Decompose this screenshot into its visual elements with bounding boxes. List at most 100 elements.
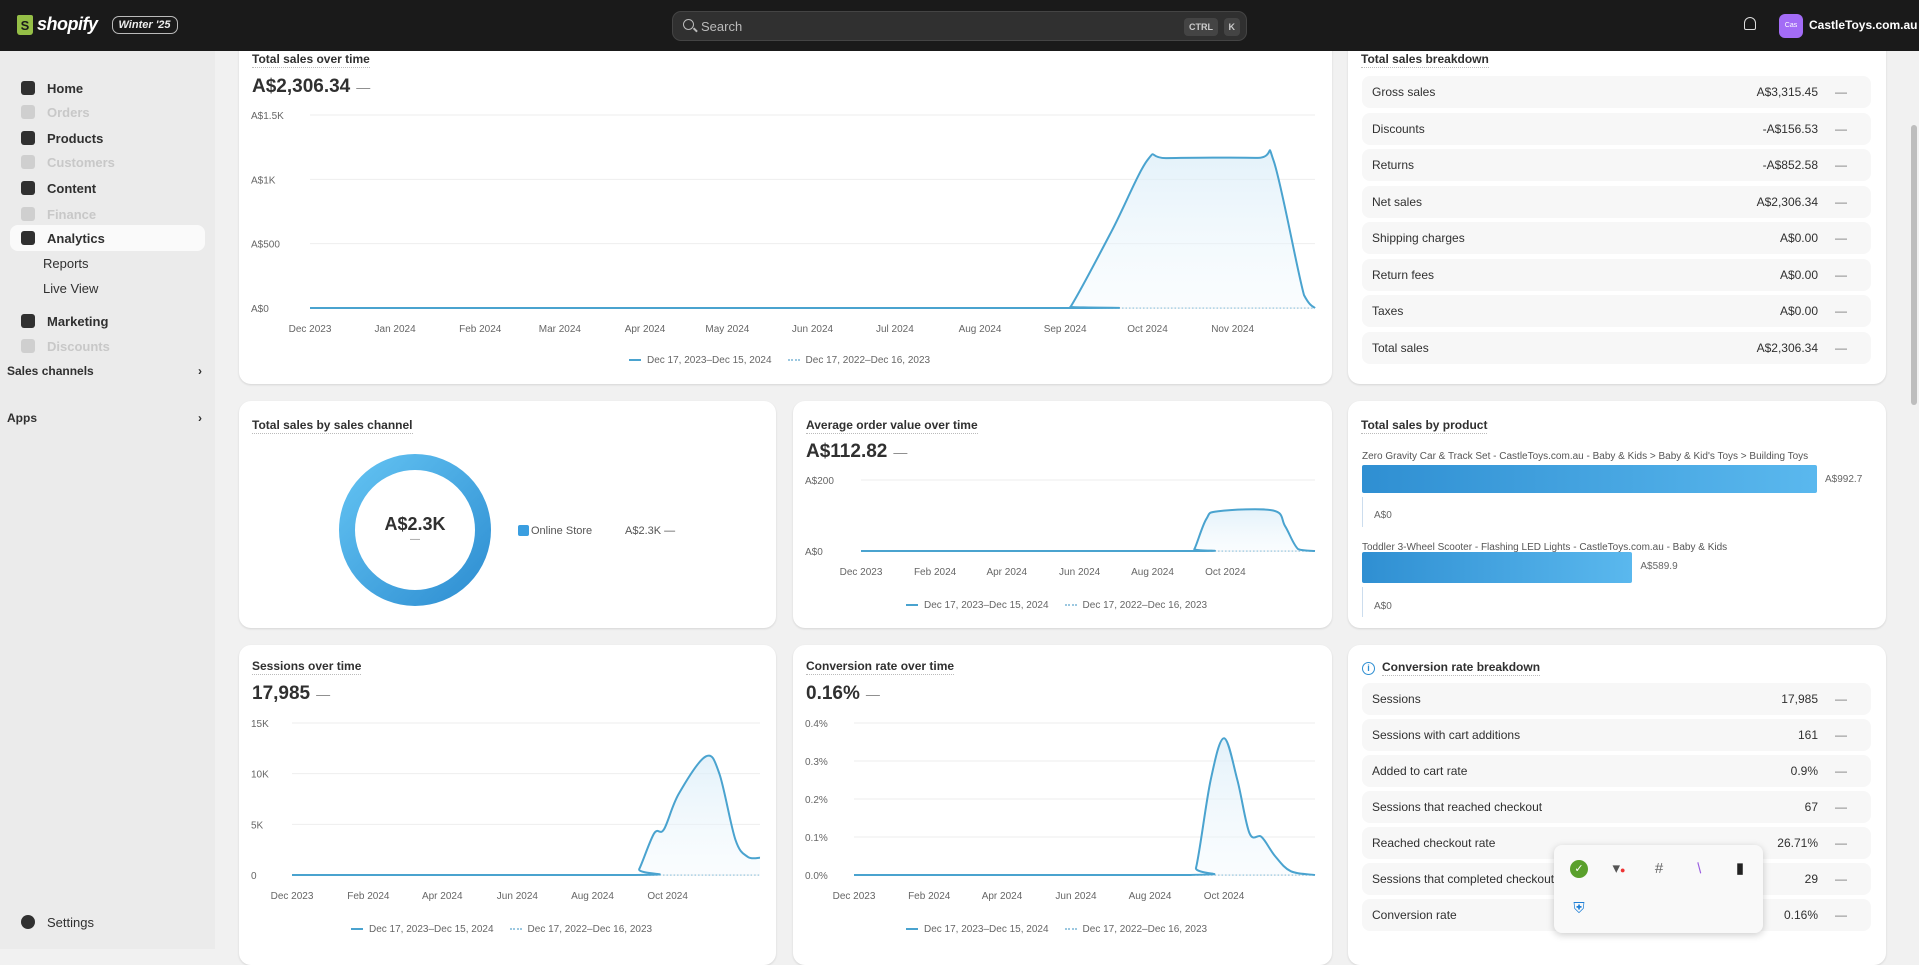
- product-bar[interactable]: [1362, 552, 1633, 583]
- x-tick-label: Dec 2023: [833, 891, 876, 902]
- series-line-current[interactable]: [310, 149, 1316, 310]
- row-label: Sessions with cart additions: [1372, 728, 1521, 742]
- store-name[interactable]: CastleToys.com.au: [1809, 18, 1918, 32]
- sidebar-item-label: Analytics: [47, 230, 105, 246]
- sidebar-item-products[interactable]: Products: [10, 125, 205, 151]
- series-line-current[interactable]: [860, 508, 1316, 552]
- row-label: Return fees: [1372, 267, 1435, 282]
- metric-value: 0.16% —: [806, 683, 880, 705]
- security-check-icon[interactable]: ✓: [1570, 860, 1588, 878]
- sidebar-item-live-view[interactable]: Live View: [10, 275, 205, 301]
- sidebar-item-label: Marketing: [47, 313, 109, 329]
- legend-current: Dec 17, 2023–Dec 15, 2024: [351, 924, 494, 935]
- feather-pen-icon[interactable]: /: [1693, 860, 1706, 877]
- bell-icon[interactable]: [1744, 17, 1756, 30]
- section-label: Sales channels: [7, 364, 94, 378]
- trash-bin-icon[interactable]: ▮: [1735, 860, 1745, 877]
- row-label: Discounts: [1372, 121, 1425, 136]
- sales-by-product-card: Total sales by product Zero Gravity Car …: [1348, 401, 1886, 628]
- shopify-logo[interactable]: S shopify Winter '25: [17, 14, 178, 35]
- change: —: [893, 444, 908, 460]
- y-tick-label: 0: [251, 871, 257, 882]
- slack-icon[interactable]: #: [1654, 860, 1664, 877]
- sidebar-item-home[interactable]: Home: [10, 75, 205, 101]
- series-area-current: [310, 150, 1315, 308]
- conversion-chart: 0.4% 0.3% 0.2% 0.1% 0.0% Dec 2023 Feb 2024 Apr …: [805, 719, 1316, 902]
- card-title[interactable]: Total sales by sales channel: [252, 418, 413, 434]
- series-area-current: [861, 509, 1315, 551]
- conversion-rate-over-time-card: Conversion rate over time 0.16% — 0.4% 0.3…: [793, 645, 1332, 965]
- row-value: A$0.00: [1779, 304, 1818, 318]
- sidebar-item-reports[interactable]: Reports: [10, 250, 205, 276]
- pie-slice-online-store[interactable]: [339, 454, 491, 606]
- defender-warning-icon[interactable]: ⛨: [1573, 900, 1585, 917]
- card-title[interactable]: Total sales by product: [1361, 418, 1488, 434]
- tag-icon: [21, 131, 35, 145]
- row-change: —: [1835, 85, 1847, 99]
- x-tick-label: Apr 2024: [422, 891, 463, 902]
- sidebar-item-finance[interactable]: Finance: [10, 201, 205, 227]
- total-sales-over-time-card: Total sales over time A$2,306.34 — A$1.5K…: [239, 30, 1332, 384]
- apps-section[interactable]: Apps ›: [7, 411, 202, 425]
- inbox-icon: [21, 105, 35, 119]
- card-title[interactable]: Conversion rate breakdown: [1382, 660, 1541, 676]
- legend-previous: Dec 17, 2022–Dec 16, 2023: [509, 924, 652, 935]
- sidebar-item-orders[interactable]: Orders: [10, 99, 205, 125]
- y-tick-label: 0.4%: [805, 719, 828, 730]
- x-tick-label: Mar 2024: [539, 324, 582, 335]
- breakdown-row: Shipping charges A$0.00 —: [1362, 222, 1871, 254]
- y-tick-label: A$1K: [251, 175, 276, 186]
- card-title[interactable]: Average order value over time: [806, 418, 978, 434]
- sidebar-item-customers[interactable]: Customers: [10, 149, 205, 175]
- scrollbar[interactable]: [1911, 125, 1917, 405]
- bar-value-label: A$589.9: [1640, 561, 1678, 572]
- average-order-value-card: Average order value over time A$112.82— …: [793, 401, 1332, 628]
- info-icon[interactable]: i: [1362, 662, 1375, 675]
- row-value: -A$156.53: [1762, 121, 1818, 136]
- search-input[interactable]: Search CTRL K: [672, 11, 1247, 41]
- series-line-current[interactable]: [291, 754, 761, 876]
- row-value: -A$852.58: [1762, 158, 1818, 172]
- card-title[interactable]: Total sales over time: [252, 52, 370, 68]
- chart-legend: Dec 17, 2023–Dec 15, 2024 Dec 17, 2022–De…: [629, 355, 930, 366]
- product-bar[interactable]: [1362, 465, 1817, 493]
- legend-swatch: [518, 525, 529, 536]
- sidebar-item-settings[interactable]: Settings: [10, 909, 205, 935]
- edition-badge[interactable]: Winter '25: [111, 15, 178, 34]
- target-icon: [21, 314, 35, 328]
- sidebar-item-label: Home: [47, 80, 84, 96]
- x-tick-label: Oct 2024: [1127, 324, 1168, 335]
- bar-chart-icon: [21, 231, 35, 245]
- sidebar-item-analytics[interactable]: Analytics: [10, 225, 205, 251]
- sidebar-item-discounts[interactable]: Discounts: [10, 333, 205, 359]
- card-title[interactable]: Total sales breakdown: [1361, 52, 1489, 68]
- sidebar-item-label: Reports: [43, 255, 89, 271]
- card-title[interactable]: Conversion rate over time: [806, 659, 955, 675]
- row-change: —: [1835, 728, 1847, 742]
- row-value: 0.16%: [1783, 908, 1818, 922]
- series-area-current: [854, 738, 1315, 875]
- legend-previous: Dec 17, 2022–Dec 16, 2023: [1064, 600, 1207, 611]
- sidebar-item-label: Discounts: [47, 338, 110, 354]
- chart-legend: Dec 17, 2023–Dec 15, 2024 Dec 17, 2022–De…: [351, 924, 652, 935]
- value: A$2,306.34: [252, 76, 351, 97]
- vpn-error-icon[interactable]: ▾●: [1612, 860, 1626, 877]
- x-tick-label: Oct 2024: [647, 891, 688, 902]
- row-change: —: [1835, 194, 1847, 209]
- sessions-over-time-card: Sessions over time 17,985 — 15K 10K 5K 0 Dec …: [239, 645, 776, 965]
- sales-channels-section[interactable]: Sales channels ›: [7, 364, 202, 378]
- row-change: —: [1835, 872, 1847, 886]
- sidebar-item-marketing[interactable]: Marketing: [10, 308, 205, 334]
- y-tick-label: A$1.5K: [251, 111, 284, 122]
- row-value: A$2,306.34: [1756, 194, 1818, 209]
- row-label: Reached checkout rate: [1372, 836, 1496, 850]
- product-label: Toddler 3-Wheel Scooter - Flashing LED L…: [1362, 542, 1728, 553]
- sidebar-item-content[interactable]: Content: [10, 175, 205, 201]
- card-title[interactable]: Sessions over time: [252, 659, 362, 675]
- x-tick-label: Feb 2024: [347, 891, 390, 902]
- series-line-current[interactable]: [853, 737, 1316, 876]
- total-sales-chart: A$1.5K A$1K A$500 A$0 Dec 2023 Jan 2024 Feb 20…: [251, 111, 1316, 335]
- avatar[interactable]: Cas: [1779, 14, 1803, 38]
- x-tick-label: Jun 2024: [1055, 891, 1097, 902]
- axis-zero-label: A$0: [1374, 510, 1392, 521]
